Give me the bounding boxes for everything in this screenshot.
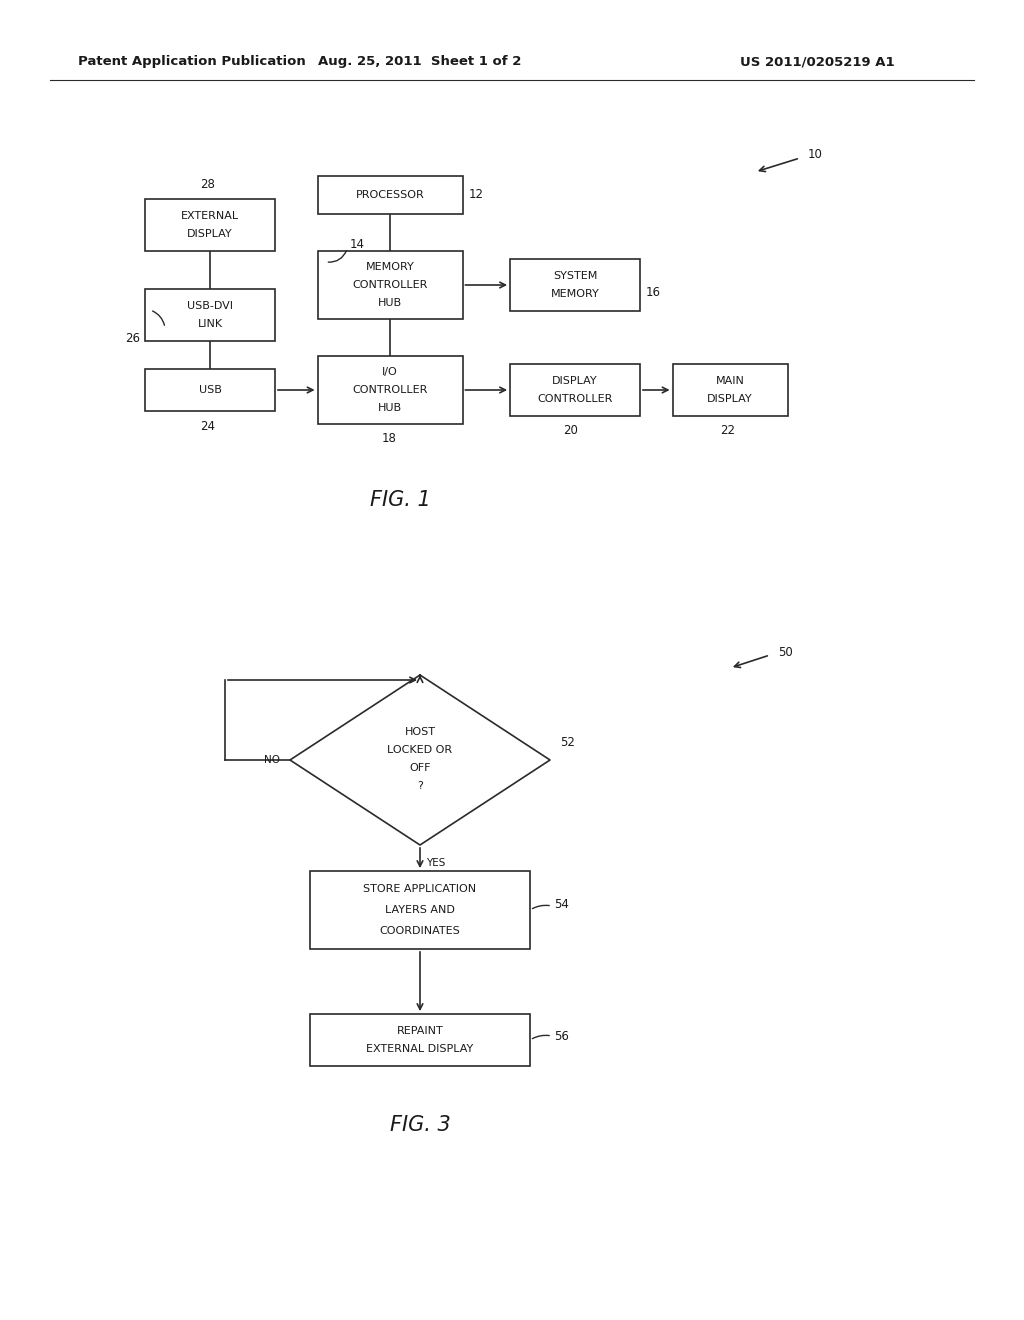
- Text: 12: 12: [469, 189, 483, 202]
- Text: HOST: HOST: [404, 727, 435, 737]
- Bar: [310, 871, 530, 949]
- Text: HUB: HUB: [378, 403, 402, 413]
- Text: HUB: HUB: [378, 298, 402, 308]
- Text: LOCKED OR: LOCKED OR: [387, 744, 453, 755]
- Text: OFF: OFF: [410, 763, 431, 774]
- Text: 16: 16: [646, 286, 662, 300]
- Bar: [145, 199, 275, 251]
- Text: MAIN: MAIN: [716, 376, 744, 385]
- Polygon shape: [290, 675, 550, 845]
- Text: DISPLAY: DISPLAY: [708, 395, 753, 404]
- Text: NO: NO: [264, 755, 280, 766]
- Text: Aug. 25, 2011  Sheet 1 of 2: Aug. 25, 2011 Sheet 1 of 2: [318, 55, 521, 69]
- Bar: [317, 356, 463, 424]
- Bar: [317, 176, 463, 214]
- Text: COORDINATES: COORDINATES: [380, 925, 461, 936]
- Text: I/O: I/O: [382, 367, 398, 378]
- Text: USB-DVI: USB-DVI: [187, 301, 233, 310]
- Text: MEMORY: MEMORY: [551, 289, 599, 300]
- Text: LAYERS AND: LAYERS AND: [385, 906, 455, 915]
- Text: 14: 14: [349, 238, 365, 251]
- Text: MEMORY: MEMORY: [366, 263, 415, 272]
- Text: EXTERNAL: EXTERNAL: [181, 211, 239, 220]
- Text: CONTROLLER: CONTROLLER: [352, 280, 428, 290]
- Text: DISPLAY: DISPLAY: [552, 376, 598, 385]
- Text: 18: 18: [382, 433, 397, 446]
- Text: 50: 50: [778, 645, 793, 659]
- Bar: [673, 364, 787, 416]
- Text: 26: 26: [125, 331, 140, 345]
- Text: 20: 20: [563, 424, 578, 437]
- Text: CONTROLLER: CONTROLLER: [352, 385, 428, 395]
- Bar: [510, 364, 640, 416]
- Text: FIG. 1: FIG. 1: [370, 490, 430, 510]
- Text: 24: 24: [200, 420, 215, 433]
- Text: Patent Application Publication: Patent Application Publication: [78, 55, 306, 69]
- Text: DISPLAY: DISPLAY: [187, 230, 232, 239]
- Bar: [317, 251, 463, 319]
- Text: ?: ?: [417, 781, 423, 791]
- Text: USB: USB: [199, 385, 221, 395]
- Text: 10: 10: [808, 149, 823, 161]
- Text: US 2011/0205219 A1: US 2011/0205219 A1: [740, 55, 895, 69]
- Bar: [510, 259, 640, 312]
- Bar: [145, 370, 275, 411]
- Bar: [145, 289, 275, 341]
- Text: 54: 54: [554, 898, 569, 911]
- Text: 22: 22: [720, 424, 735, 437]
- Text: PROCESSOR: PROCESSOR: [355, 190, 424, 201]
- Text: LINK: LINK: [198, 319, 222, 329]
- Text: REPAINT: REPAINT: [396, 1026, 443, 1036]
- Text: CONTROLLER: CONTROLLER: [538, 395, 612, 404]
- Text: 56: 56: [554, 1030, 569, 1043]
- Text: 28: 28: [200, 177, 215, 190]
- Text: FIG. 3: FIG. 3: [389, 1115, 451, 1135]
- Text: STORE APPLICATION: STORE APPLICATION: [364, 884, 476, 895]
- Text: 52: 52: [560, 735, 574, 748]
- Bar: [310, 1014, 530, 1067]
- Text: YES: YES: [426, 858, 445, 869]
- Text: EXTERNAL DISPLAY: EXTERNAL DISPLAY: [367, 1044, 474, 1055]
- Text: SYSTEM: SYSTEM: [553, 271, 597, 281]
